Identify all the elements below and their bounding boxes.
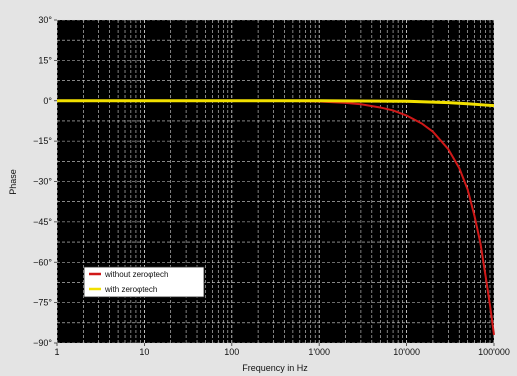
x-tick-label: 100 <box>224 347 239 357</box>
legend-label-with: with zeroφtech <box>104 285 157 294</box>
x-tick-label: 10'000 <box>393 347 420 357</box>
x-tick-label: 100'000 <box>478 347 510 357</box>
y-tick-label: 30° <box>38 15 52 25</box>
y-tick-label: −75° <box>33 298 52 308</box>
x-tick-label: 1'000 <box>308 347 330 357</box>
y-tick-label: −45° <box>33 217 52 227</box>
x-axis-title: Frequency in Hz <box>242 363 308 373</box>
legend-box <box>83 266 205 298</box>
grid-lines <box>56 19 495 344</box>
y-axis-title: Phase <box>8 169 18 195</box>
y-tick-label: −60° <box>33 257 52 267</box>
legend-label-without: without zeroφtech <box>104 270 168 279</box>
x-tick-label: 10 <box>139 347 149 357</box>
series-lines <box>57 99 495 336</box>
y-tick-label: −90° <box>33 338 52 348</box>
legend: without zeroφtech with zeroφtech <box>83 266 205 298</box>
y-tick-label: 0° <box>43 96 52 106</box>
series-line-with <box>57 99 495 108</box>
y-tick-label: 15° <box>38 55 52 65</box>
x-tick-label: 1 <box>54 347 59 357</box>
y-tick-label: −15° <box>33 136 52 146</box>
y-tick-label: −30° <box>33 177 52 187</box>
tick-labels: 1 10 100 1'000 10'000 100'000 30° 15° 0° −15° −30°… <box>33 15 510 357</box>
